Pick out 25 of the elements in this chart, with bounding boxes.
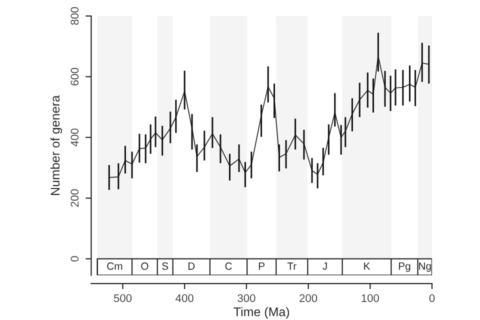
- annotation: P: [258, 262, 265, 270]
- annotation: J: [322, 262, 327, 270]
- x-tick-label: 400: [176, 294, 194, 302]
- annotation: O: [141, 262, 148, 270]
- annotation: Pg: [398, 262, 410, 272]
- y-axis-title: Number of genera: [50, 95, 62, 195]
- x-tick-label: 300: [238, 294, 256, 302]
- x-tick-label: 500: [114, 294, 132, 302]
- y-tick-label: 600: [70, 68, 79, 86]
- band-label: Ng: [419, 262, 431, 272]
- line-series: [108, 56, 430, 178]
- band-label: Tr: [287, 262, 296, 270]
- x-tick-label: 200: [300, 294, 318, 302]
- annotation: D: [188, 262, 195, 270]
- y-tick-label: 0: [70, 256, 79, 262]
- band-label: C: [225, 262, 232, 270]
- y-tick-label: 200: [70, 189, 79, 207]
- y-tick-label: 800: [70, 7, 79, 25]
- x-axis-title: Time (Ma): [234, 307, 290, 319]
- x-tick-label: 0: [429, 294, 435, 302]
- band-label: S: [162, 262, 168, 270]
- band-label: Cm: [107, 262, 122, 270]
- x-tick-label: 100: [362, 294, 379, 302]
- band-label: K: [364, 262, 370, 270]
- y-tick-label: 400: [70, 128, 79, 146]
